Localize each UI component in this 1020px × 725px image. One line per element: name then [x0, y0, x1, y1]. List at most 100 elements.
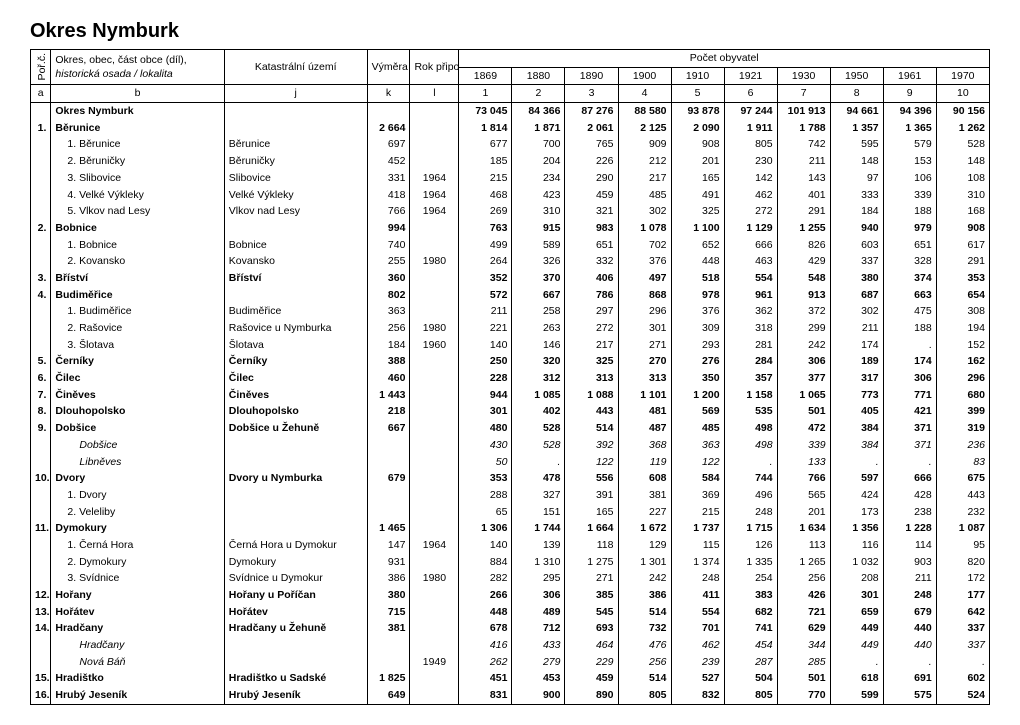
- cell-value: 1 065: [777, 387, 830, 404]
- cell-value: 308: [936, 303, 989, 320]
- cell-ku: Hořátev: [224, 604, 367, 621]
- hdr-year: 1921: [724, 67, 777, 85]
- cell-value: 679: [883, 604, 936, 621]
- cell-vymera: 255: [367, 253, 410, 270]
- cell-value: 306: [512, 587, 565, 604]
- cell-value: 276: [671, 353, 724, 370]
- cell-value: 666: [883, 470, 936, 487]
- cell-name: Hradčany: [51, 637, 224, 654]
- cell-value: 1 255: [777, 220, 830, 237]
- cell-name: 1. Běrunice: [51, 136, 224, 153]
- cell-value: 306: [777, 353, 830, 370]
- cell-value: 174: [883, 353, 936, 370]
- cell-value: 184: [830, 203, 883, 220]
- cell-value: 380: [830, 270, 883, 287]
- cell-por: 13.: [31, 604, 51, 621]
- cell-value: 501: [777, 403, 830, 420]
- cell-value: 693: [565, 620, 618, 637]
- cell-value: 908: [671, 136, 724, 153]
- table-row: 1. BudiměřiceBudiměřice36321125829729637…: [31, 303, 990, 320]
- cell-rok: [410, 120, 459, 137]
- cell-value: 741: [724, 620, 777, 637]
- cell-value: 402: [512, 403, 565, 420]
- cell-ku: Činěves: [224, 387, 367, 404]
- cell-value: 381: [618, 487, 671, 504]
- cell-value: 339: [777, 437, 830, 454]
- cell-value: 453: [512, 670, 565, 687]
- cell-ku: Hradištko u Sadské: [224, 670, 367, 687]
- cell-rok: 1949: [410, 654, 459, 671]
- cell-rok: [410, 387, 459, 404]
- cell-value: 569: [671, 403, 724, 420]
- cell-value: 1 275: [565, 554, 618, 571]
- cell-value: 443: [565, 403, 618, 420]
- cell-value: 287: [724, 654, 777, 671]
- cell-rok: [410, 153, 459, 170]
- cell-value: 514: [618, 604, 671, 621]
- hdr-vymera: Výměra v ha: [367, 50, 410, 85]
- cell-value: 357: [724, 370, 777, 387]
- table-row: 2. DymokuryDymokury9318841 3101 2751 301…: [31, 554, 990, 571]
- cell-por: 14.: [31, 620, 51, 637]
- cell-value: 524: [936, 687, 989, 704]
- cell-value: 174: [830, 337, 883, 354]
- cell-value: 433: [512, 637, 565, 654]
- cell-por: [31, 637, 51, 654]
- cell-value: 291: [936, 253, 989, 270]
- cell-value: 337: [830, 253, 883, 270]
- cell-ku: Bříství: [224, 270, 367, 287]
- cell-value: 498: [724, 437, 777, 454]
- cell-rok: 1964: [410, 187, 459, 204]
- cell-ku: Běruničky: [224, 153, 367, 170]
- cell-value: 271: [565, 570, 618, 587]
- cell-value: 282: [459, 570, 512, 587]
- cell-value: 667: [512, 287, 565, 304]
- cell-rok: [410, 220, 459, 237]
- cell-value: 73 045: [459, 103, 512, 120]
- cell-name: Dymokury: [51, 520, 224, 537]
- cell-value: 139: [512, 537, 565, 554]
- cell-value: 2 090: [671, 120, 724, 137]
- cell-por: [31, 654, 51, 671]
- cell-value: 211: [777, 153, 830, 170]
- cell-value: 236: [936, 437, 989, 454]
- cell-por: [31, 554, 51, 571]
- cell-value: 371: [883, 420, 936, 437]
- cell-vymera: 380: [367, 587, 410, 604]
- cell-value: 979: [883, 220, 936, 237]
- hdr-year: 1900: [618, 67, 671, 85]
- cell-value: 391: [565, 487, 618, 504]
- cell-value: 773: [830, 387, 883, 404]
- cell-vymera: 649: [367, 687, 410, 704]
- population-table: Poř.č. Okres, obec, část obce (díl), his…: [30, 49, 990, 705]
- cell-value: 325: [671, 203, 724, 220]
- cell-vymera: 679: [367, 470, 410, 487]
- cell-rok: [410, 270, 459, 287]
- cell-value: 337: [936, 620, 989, 637]
- cell-value: 122: [671, 454, 724, 471]
- cell-ku: Dlouhopolsko: [224, 403, 367, 420]
- table-row: 2. BěruničkyBěruničky4521852042262122012…: [31, 153, 990, 170]
- cell-value: 281: [724, 337, 777, 354]
- cell-value: 94 396: [883, 103, 936, 120]
- hdr-letter: 6: [724, 85, 777, 103]
- cell-value: 50: [459, 454, 512, 471]
- cell-value: 464: [565, 637, 618, 654]
- table-row: 1. Černá HoraČerná Hora u Dymokur1471964…: [31, 537, 990, 554]
- hdr-rok: Rok připojení: [410, 50, 459, 85]
- cell-value: 333: [830, 187, 883, 204]
- cell-value: 428: [883, 487, 936, 504]
- cell-por: 2.: [31, 220, 51, 237]
- cell-name: Okres Nymburk: [51, 103, 224, 120]
- cell-value: 900: [512, 687, 565, 704]
- cell-value: 254: [724, 570, 777, 587]
- cell-name: Budiměřice: [51, 287, 224, 304]
- cell-vymera: 256: [367, 320, 410, 337]
- cell-value: 118: [565, 537, 618, 554]
- cell-vymera: 418: [367, 187, 410, 204]
- cell-vymera: 452: [367, 153, 410, 170]
- cell-value: 1 356: [830, 520, 883, 537]
- cell-name: 2. Dymokury: [51, 554, 224, 571]
- cell-por: 6.: [31, 370, 51, 387]
- hdr-letter: a: [31, 85, 51, 103]
